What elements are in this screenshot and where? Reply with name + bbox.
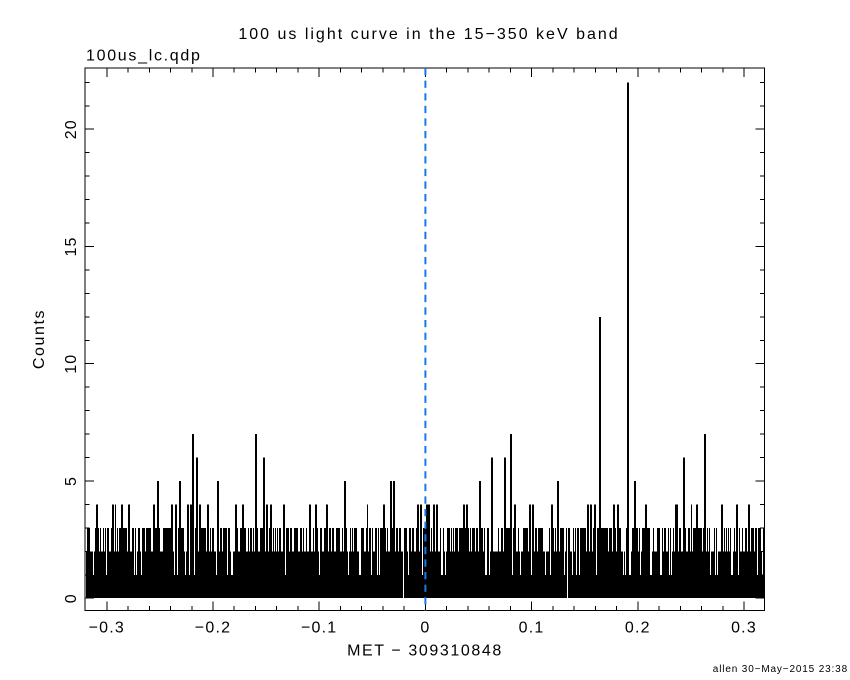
svg-text:Counts: Counts xyxy=(31,309,48,369)
svg-text:MET − 309310848: MET − 309310848 xyxy=(347,643,503,660)
svg-text:10: 10 xyxy=(63,354,80,374)
svg-text:0.2: 0.2 xyxy=(625,620,651,637)
svg-text:0: 0 xyxy=(420,620,430,637)
svg-text:20: 20 xyxy=(63,119,80,139)
svg-text:0.1: 0.1 xyxy=(519,620,545,637)
svg-text:−0.2: −0.2 xyxy=(195,620,231,637)
svg-text:5: 5 xyxy=(63,476,80,486)
svg-text:−0.3: −0.3 xyxy=(89,620,125,637)
svg-text:100us_lc.qdp: 100us_lc.qdp xyxy=(86,48,202,65)
svg-text:100 us light curve in the 15−3: 100 us light curve in the 15−350 keV ban… xyxy=(238,26,619,43)
svg-text:allen 30−May−2015 23:38: allen 30−May−2015 23:38 xyxy=(713,664,848,675)
svg-text:0.3: 0.3 xyxy=(731,620,757,637)
svg-text:0: 0 xyxy=(63,593,80,603)
svg-text:15: 15 xyxy=(63,236,80,256)
svg-text:−0.1: −0.1 xyxy=(301,620,337,637)
